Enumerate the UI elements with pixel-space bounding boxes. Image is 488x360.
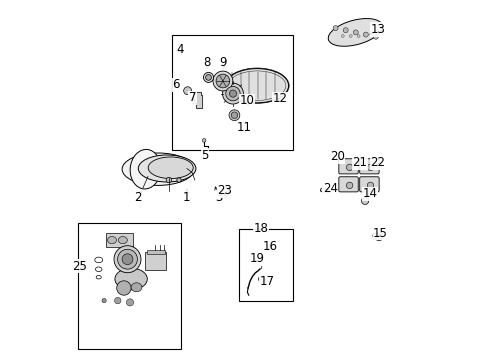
Bar: [145, 252, 166, 270]
Ellipse shape: [130, 149, 161, 189]
Text: 9: 9: [219, 57, 226, 69]
Polygon shape: [222, 186, 230, 197]
Text: 25: 25: [72, 260, 87, 273]
Ellipse shape: [228, 110, 239, 121]
Ellipse shape: [231, 112, 237, 118]
Ellipse shape: [183, 87, 191, 95]
Text: 13: 13: [369, 23, 385, 36]
Text: 15: 15: [372, 227, 387, 240]
Ellipse shape: [222, 83, 243, 104]
Ellipse shape: [107, 237, 116, 244]
Text: 19: 19: [249, 252, 264, 265]
Ellipse shape: [366, 182, 373, 189]
Text: 5: 5: [201, 149, 208, 162]
Ellipse shape: [203, 72, 213, 82]
Text: 1: 1: [183, 191, 190, 204]
Text: 14: 14: [362, 187, 377, 200]
Ellipse shape: [131, 283, 142, 292]
FancyBboxPatch shape: [359, 177, 378, 192]
Text: 12: 12: [272, 93, 286, 105]
Text: 24: 24: [322, 183, 337, 195]
Text: 11: 11: [237, 121, 251, 134]
Ellipse shape: [118, 237, 127, 244]
Ellipse shape: [166, 177, 171, 183]
Ellipse shape: [346, 164, 352, 171]
Text: 21: 21: [351, 156, 366, 169]
Text: 22: 22: [369, 156, 385, 169]
Text: 10: 10: [240, 94, 254, 107]
Polygon shape: [193, 92, 202, 108]
Ellipse shape: [363, 32, 367, 37]
Ellipse shape: [205, 75, 211, 80]
Ellipse shape: [126, 299, 133, 306]
Text: 2: 2: [134, 191, 142, 204]
Ellipse shape: [258, 276, 264, 282]
Text: 7: 7: [188, 91, 196, 104]
Ellipse shape: [102, 298, 106, 303]
Ellipse shape: [348, 35, 351, 37]
Ellipse shape: [177, 178, 181, 182]
Ellipse shape: [225, 86, 240, 101]
Text: 18: 18: [253, 222, 267, 235]
Bar: [239, 229, 292, 301]
Ellipse shape: [332, 26, 337, 31]
Ellipse shape: [352, 30, 358, 35]
Ellipse shape: [114, 297, 121, 304]
Bar: [78, 223, 181, 349]
Ellipse shape: [327, 19, 382, 46]
Bar: [147, 250, 164, 254]
Ellipse shape: [366, 164, 373, 171]
Text: 23: 23: [217, 184, 232, 197]
Ellipse shape: [372, 233, 382, 240]
Ellipse shape: [117, 281, 131, 295]
Ellipse shape: [122, 254, 133, 265]
Ellipse shape: [115, 268, 147, 290]
Ellipse shape: [346, 182, 352, 189]
Text: 8: 8: [203, 57, 210, 69]
Ellipse shape: [122, 153, 194, 185]
Ellipse shape: [148, 157, 193, 179]
FancyBboxPatch shape: [338, 159, 358, 174]
Ellipse shape: [202, 139, 205, 142]
Ellipse shape: [213, 71, 232, 91]
Ellipse shape: [361, 197, 368, 204]
Ellipse shape: [320, 188, 326, 192]
Bar: [106, 233, 133, 247]
Text: 20: 20: [329, 150, 344, 163]
Ellipse shape: [229, 90, 236, 97]
Ellipse shape: [216, 74, 229, 88]
Text: 3: 3: [215, 191, 223, 204]
FancyBboxPatch shape: [359, 159, 378, 174]
Ellipse shape: [114, 246, 141, 273]
Text: 4: 4: [176, 43, 183, 56]
Ellipse shape: [356, 35, 359, 37]
Ellipse shape: [225, 68, 288, 103]
FancyBboxPatch shape: [338, 177, 358, 192]
Ellipse shape: [341, 35, 344, 37]
Text: 17: 17: [259, 275, 274, 288]
Ellipse shape: [343, 28, 347, 33]
Ellipse shape: [138, 155, 196, 182]
Ellipse shape: [373, 34, 378, 39]
Text: 6: 6: [172, 78, 180, 91]
Text: 16: 16: [263, 240, 277, 253]
Ellipse shape: [117, 249, 137, 269]
